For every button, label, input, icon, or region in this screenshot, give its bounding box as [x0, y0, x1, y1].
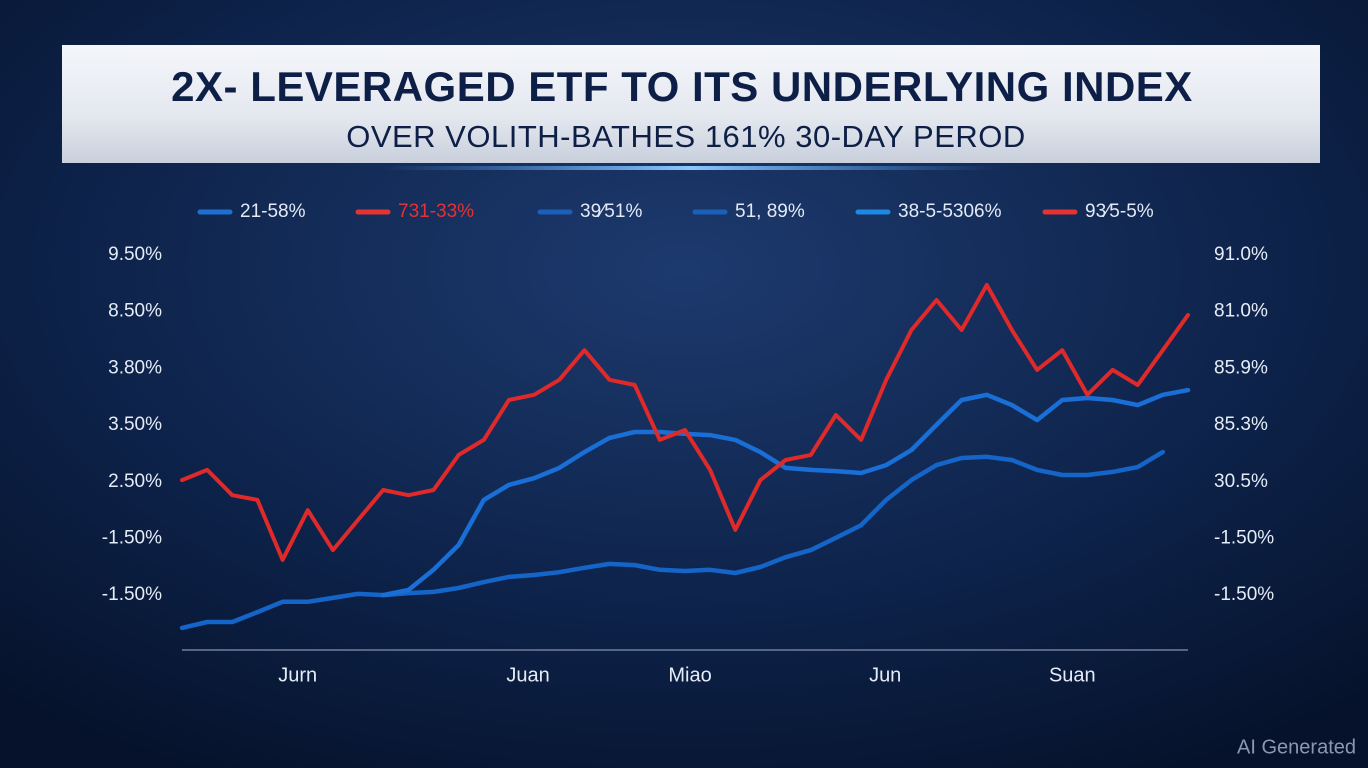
title-banner: [62, 45, 1320, 163]
y-tick-label: 2.50%: [108, 471, 162, 492]
x-tick-label: Jurn: [278, 664, 317, 686]
data-line: [380, 387, 1191, 598]
y-tick-label: 3.80%: [108, 357, 162, 378]
y-tick-label: 9.50%: [108, 244, 162, 265]
y2-tick-label: -1.50%: [1214, 528, 1274, 549]
y-tick-label: 3.50%: [108, 414, 162, 435]
chart-title: 2X- LEVERAGED ETF TO ITS UNDERLYING INDE…: [171, 63, 1193, 110]
y-tick-label: 8.50%: [108, 301, 162, 322]
watermark: AI Generated: [1237, 736, 1356, 758]
y2-tick-label: 85.3%: [1214, 414, 1268, 435]
y2-tick-label: 85.9%: [1214, 357, 1268, 378]
x-tick-label: Juan: [506, 664, 549, 686]
data-line: [180, 283, 1190, 562]
y2-tick-label: 81.0%: [1214, 301, 1268, 322]
legend-label: 93⁄5-5%: [1085, 201, 1154, 222]
chart-subtitle: OVER VOLITH-BATHES 161% 30-DAY PEROD: [346, 119, 1026, 154]
data-line: [179, 449, 1166, 631]
y-tick-label: -1.50%: [102, 584, 162, 605]
x-tick-label: Miao: [668, 664, 711, 686]
y-tick-label: -1.50%: [102, 528, 162, 549]
legend-label: 38-5-5306%: [898, 201, 1002, 222]
legend-label: 51, 89%: [735, 201, 805, 222]
y2-tick-label: 30.5%: [1214, 471, 1268, 492]
y2-tick-label: 91.0%: [1214, 244, 1268, 265]
x-tick-label: Jun: [869, 664, 901, 686]
legend-label: 731-33%: [398, 201, 474, 222]
legend-label: 21-58%: [240, 201, 306, 222]
y2-tick-label: -1.50%: [1214, 584, 1274, 605]
x-tick-label: Suan: [1049, 664, 1096, 686]
legend-label: 39⁄51%: [580, 201, 642, 222]
banner-glow: [380, 166, 1000, 170]
